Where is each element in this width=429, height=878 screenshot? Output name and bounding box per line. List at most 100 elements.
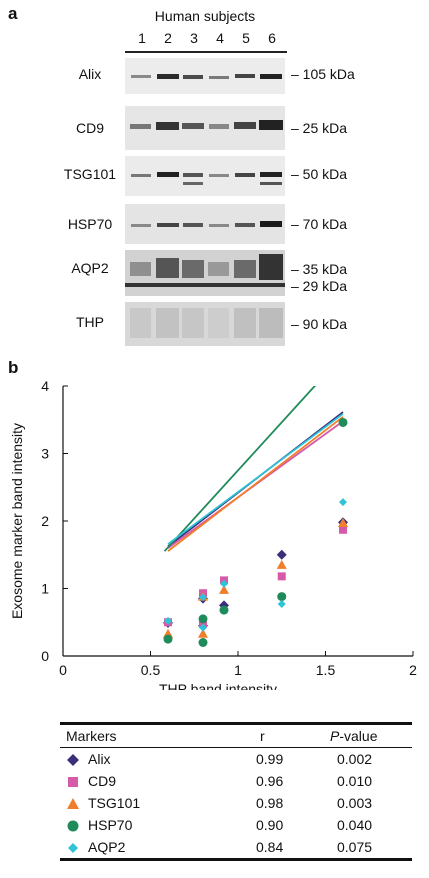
blot-label-thp: THP (76, 314, 104, 330)
x-tick-label: 1.5 (316, 662, 336, 678)
x-tick-label: 0 (59, 662, 67, 678)
blot-image-aqp2 (125, 250, 285, 296)
y-tick-label: 4 (41, 378, 49, 394)
data-point-hsp70 (198, 638, 208, 647)
blot-image-cd9 (125, 106, 285, 150)
data-point-tsg101 (338, 518, 348, 528)
table-top-rule (60, 722, 412, 725)
correlation-table: Markers r P-value Alix 0.99 0.002 CD9 0.96 0.… (60, 722, 412, 861)
blot-image-hsp70 (125, 204, 285, 244)
data-point-tsg101 (276, 559, 287, 569)
lane-number: 6 (268, 30, 276, 46)
header-p-suffix: -value (339, 728, 378, 744)
size-label-aqp2-29: – 29 kDa (291, 278, 348, 294)
blot-label-tsg101: TSG101 (63, 166, 117, 182)
data-point-hsp70 (338, 417, 348, 427)
blot-label-cd9: CD9 (75, 120, 104, 136)
blot-title: Human subjects (154, 8, 256, 24)
data-point-tsg101 (198, 628, 208, 638)
y-tick-label: 1 (41, 581, 49, 597)
y-tick-label: 2 (41, 513, 49, 529)
cell-marker: Alix (88, 751, 111, 767)
size-label-thp: – 90 kDa (291, 316, 348, 332)
data-point-aqp2 (339, 498, 347, 507)
data-point-aqp2 (199, 623, 207, 632)
data-point-aqp2 (220, 579, 228, 588)
data-point-tsg101 (219, 584, 229, 594)
cell-marker: TSG101 (88, 795, 141, 811)
table-row: TSG101 0.98 0.003 (60, 792, 412, 814)
blot-image-alix (125, 58, 285, 94)
cell-p-value: 0.003 (337, 795, 373, 811)
data-point-aqp2 (277, 600, 286, 609)
lane-number: 4 (216, 30, 224, 46)
table-bottom-rule (60, 858, 412, 861)
size-label-tsg101: – 50 kDa (291, 166, 348, 182)
size-label-aqp2-35: – 35 kDa (291, 261, 348, 277)
blot-image-tsg101 (125, 156, 285, 196)
data-point-aqp2 (164, 616, 172, 625)
cell-p-value: 0.002 (337, 751, 373, 767)
table-row: Alix 0.99 0.002 (60, 748, 412, 770)
data-point-hsp70 (277, 592, 287, 602)
header-r: r (260, 728, 265, 744)
x-tick-label: 1 (234, 662, 242, 678)
cell-r: 0.99 (256, 751, 284, 767)
lane-numbers: 1 2 3 4 5 6 (125, 30, 285, 48)
data-point-aqp2 (199, 593, 207, 602)
x-axis-label: THP band intensity (159, 681, 277, 690)
legend-marker-icon (67, 754, 79, 766)
chart-svg: 0 0.5 1 1.5 2 0 1 2 3 4 THP band intensity Exosom… (9, 378, 417, 697)
cell-r: 0.90 (256, 817, 284, 833)
size-label-cd9: – 25 kDa (291, 120, 348, 136)
data-point-cd9 (277, 572, 286, 581)
blot-image-thp (125, 302, 285, 346)
lane-number: 5 (242, 30, 250, 46)
lane-number: 1 (138, 30, 146, 46)
data-point-alix (276, 549, 287, 560)
panel-b-letter: b (8, 358, 19, 377)
cell-p-value: 0.075 (337, 839, 373, 855)
size-label-hsp70: – 70 kDa (291, 216, 348, 232)
blot-label-alix: Alix (78, 66, 102, 82)
table-row: HSP70 0.90 0.040 (60, 814, 412, 836)
y-tick-label: 3 (41, 446, 49, 462)
cell-p-value: 0.010 (337, 773, 373, 789)
plot-layer: 0 0.5 1 1.5 2 0 1 2 3 4 (41, 378, 417, 678)
cell-marker: HSP70 (88, 817, 133, 833)
data-point-cd9 (199, 619, 207, 628)
table-header-row: Markers r P-value (60, 725, 412, 747)
lane-rule (125, 51, 287, 53)
legend-marker-icon (67, 820, 79, 832)
fit-line-tsg101 (167, 416, 344, 552)
panel-a-letter: a (8, 4, 18, 23)
cell-r: 0.84 (256, 839, 284, 855)
data-point-cd9 (339, 525, 347, 534)
y-axis-label: Exosome marker band intensity (9, 423, 25, 619)
legend-marker-icon (67, 798, 79, 809)
legend-marker-icon (68, 777, 78, 787)
data-point-hsp70 (163, 634, 173, 644)
header-p-italic: P (330, 728, 340, 744)
scatter-chart: 0 0.5 1 1.5 2 0 1 2 3 4 THP band intensity Exosom… (0, 360, 429, 697)
size-label-alix: – 105 kDa (291, 66, 355, 82)
blot-label-aqp2: AQP2 (71, 260, 109, 276)
lane-number: 3 (190, 30, 198, 46)
x-tick-label: 2 (409, 662, 417, 678)
table-row: CD9 0.96 0.010 (60, 770, 412, 792)
fit-line-hsp70 (163, 386, 316, 552)
header-markers: Markers (66, 728, 117, 744)
cell-marker: AQP2 (88, 839, 126, 855)
cell-r: 0.96 (256, 773, 284, 789)
blot-label-hsp70: HSP70 (67, 216, 113, 232)
data-point-hsp70 (198, 614, 208, 624)
fit-line-aqp2 (167, 413, 344, 545)
legend-marker-icon (68, 843, 78, 853)
lane-number: 2 (164, 30, 172, 46)
x-tick-label: 0.5 (141, 662, 161, 678)
cell-r: 0.98 (256, 795, 284, 811)
cell-marker: CD9 (88, 773, 117, 789)
table-header-rule (60, 747, 412, 748)
table-row: AQP2 0.84 0.075 (60, 836, 412, 858)
y-tick-label: 0 (41, 648, 49, 664)
